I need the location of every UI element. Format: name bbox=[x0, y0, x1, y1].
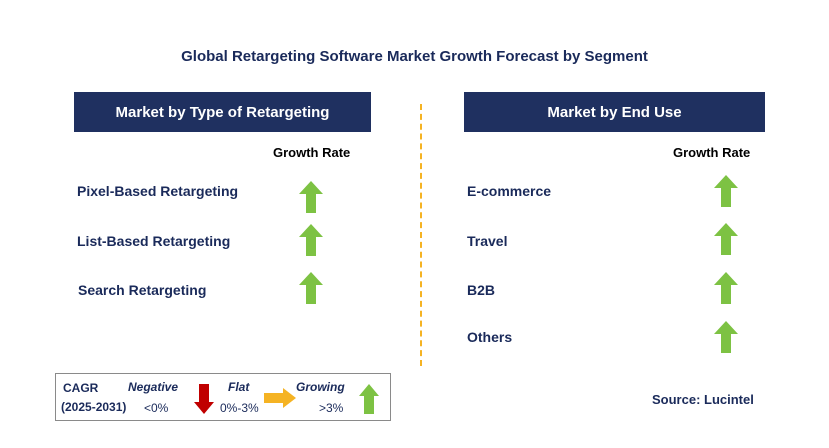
growth-up-arrow-icon bbox=[299, 272, 323, 304]
panel-divider bbox=[420, 104, 422, 366]
segment-label-pixel-based: Pixel-Based Retargeting bbox=[77, 183, 239, 199]
segment-label-list-based: List-Based Retargeting bbox=[77, 233, 231, 249]
growth-up-arrow-icon bbox=[714, 272, 738, 304]
left-growth-rate-label: Growth Rate bbox=[273, 145, 351, 160]
legend-negative-label: Negative bbox=[128, 380, 179, 394]
cagr-legend: CAGR (2025-2031) Negative <0% Flat 0%-3%… bbox=[55, 373, 391, 421]
growth-up-arrow-icon bbox=[714, 223, 738, 255]
segment-label-others: Others bbox=[467, 329, 513, 345]
legend-period: (2025-2031) bbox=[61, 400, 127, 414]
right-growth-rate-label: Growth Rate bbox=[673, 145, 751, 160]
legend-negative-range: <0% bbox=[144, 401, 169, 415]
legend-flat-range: 0%-3% bbox=[220, 401, 259, 415]
growth-up-arrow-icon bbox=[714, 175, 738, 207]
growth-up-arrow-icon bbox=[714, 321, 738, 353]
chart-title: Global Retargeting Software Market Growt… bbox=[181, 48, 648, 65]
flat-right-arrow-icon bbox=[264, 388, 296, 408]
negative-down-arrow-icon bbox=[194, 384, 214, 414]
legend-cagr-label: CAGR bbox=[63, 381, 99, 395]
growth-up-arrow-icon bbox=[299, 224, 323, 256]
segment-label-travel: Travel bbox=[467, 233, 508, 249]
segment-label-ecommerce: E-commerce bbox=[467, 183, 552, 199]
legend-growing-label: Growing bbox=[296, 380, 345, 394]
right-panel-header: Market by End Use bbox=[464, 92, 765, 132]
growing-up-arrow-icon bbox=[359, 384, 379, 414]
growth-up-arrow-icon bbox=[299, 181, 323, 213]
segment-label-search: Search Retargeting bbox=[78, 282, 207, 298]
segment-label-b2b: B2B bbox=[467, 282, 496, 298]
legend-growing-range: >3% bbox=[319, 401, 344, 415]
legend-flat-label: Flat bbox=[228, 380, 250, 394]
left-panel-header: Market by Type of Retargeting bbox=[74, 92, 371, 132]
source-label: Source: Lucintel bbox=[652, 392, 754, 407]
